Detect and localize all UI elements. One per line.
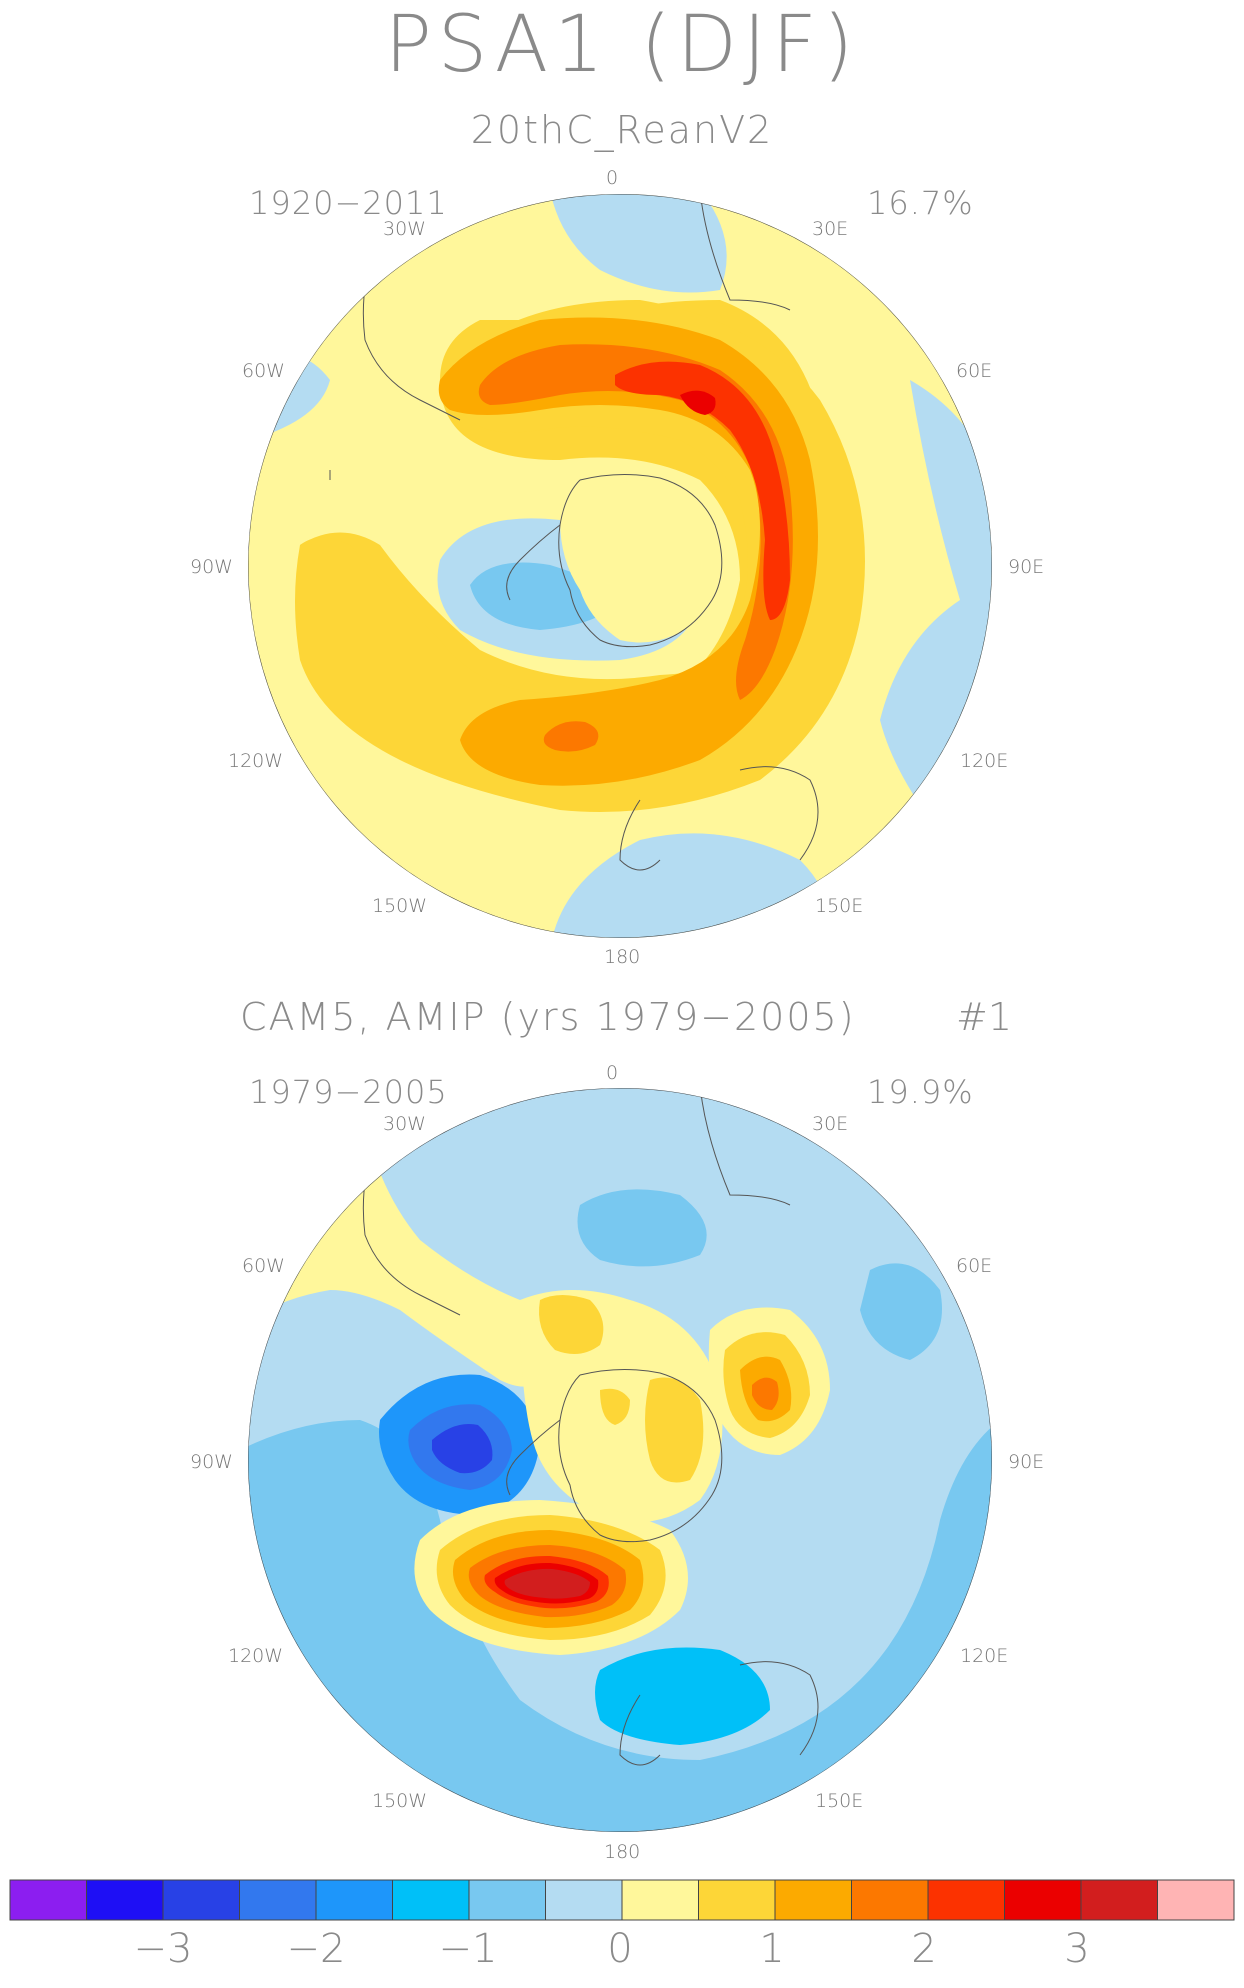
p1-lon-60w: 60W (242, 360, 285, 382)
colorbar-swatch (774, 1879, 852, 1921)
p1-lon-60e: 60E (956, 360, 993, 382)
colorbar (9, 1879, 1235, 1921)
p1-pos-level3-small (543, 721, 599, 752)
panel2-title: CAM5, AMIP (yrs 1979−2005) (240, 995, 856, 1039)
p2-lon-90w: 90W (190, 1451, 233, 1473)
p1-neg-north (550, 194, 727, 293)
p1-lon-30w: 30W (383, 218, 426, 240)
colorbar-swatch (851, 1879, 929, 1921)
colorbar-swatch (927, 1879, 1005, 1921)
colorbar-swatch (468, 1879, 546, 1921)
colorbar-swatch (86, 1879, 164, 1921)
p2-lon-60e: 60E (956, 1255, 993, 1277)
p1-pos-level4 (615, 361, 790, 620)
p2-lon-30w: 30W (383, 1113, 426, 1135)
p1-lon-150w: 150W (372, 895, 428, 917)
p2-neg-south-core (595, 1647, 770, 1745)
p1-lon-30e: 30E (812, 218, 849, 240)
p2-lon-60w: 60W (242, 1255, 285, 1277)
p2-neg-east-blob (860, 1263, 942, 1360)
colorbar-swatch (315, 1879, 393, 1921)
panel1-map (248, 194, 992, 938)
cbar-tick-3: 3 (1064, 1926, 1090, 1972)
cbar-tick-0: 0 (607, 1926, 633, 1972)
p2-lon-150w: 150W (372, 1790, 428, 1812)
p1-lon-150e: 150E (815, 895, 864, 917)
p1-lon-180: 180 (604, 946, 641, 968)
p2-lon-0: 0 (606, 1062, 619, 1084)
p2-lon-120w: 120W (228, 1645, 284, 1667)
colorbar-swatch (1157, 1879, 1235, 1921)
cbar-tick--3: −3 (133, 1926, 193, 1972)
p1-coastlines (329, 194, 819, 871)
p1-lon-120e: 120E (960, 750, 1009, 772)
p2-lon-120e: 120E (960, 1645, 1009, 1667)
p1-lon-90e: 90E (1008, 556, 1045, 578)
p2-lon-30e: 30E (812, 1113, 849, 1135)
panel2-ensemble: #1 (956, 995, 1013, 1039)
colorbar-swatch (9, 1879, 87, 1921)
p1-pos-level2 (438, 317, 818, 786)
cbar-tick--2: −2 (286, 1926, 346, 1972)
p2-pos-north-small (539, 1295, 604, 1354)
p1-lon-0: 0 (606, 167, 619, 189)
panel2-variance: 19.9% (867, 1073, 974, 1111)
p2-neg-level5 (432, 1424, 493, 1474)
colorbar-swatch (1080, 1879, 1158, 1921)
cbar-tick-2: 2 (911, 1926, 937, 1972)
p1-pos-level3 (478, 344, 793, 700)
colorbar-swatch (162, 1879, 240, 1921)
p2-neg-north-blob (577, 1189, 707, 1267)
p2-lon-150e: 150E (815, 1790, 864, 1812)
panel2-map (248, 1088, 992, 1832)
p1-lon-90w: 90W (190, 556, 233, 578)
panel1-title: 20thC_ReanV2 (470, 108, 774, 152)
colorbar-swatch (1004, 1879, 1082, 1921)
colorbar-swatch (239, 1879, 317, 1921)
p2-lon-180: 180 (604, 1841, 641, 1863)
p2-lon-90e: 90E (1008, 1451, 1045, 1473)
colorbar-swatch (545, 1879, 623, 1921)
colorbar-swatch (698, 1879, 776, 1921)
colorbar-swatch (392, 1879, 470, 1921)
p2-pos-antarctica-west (600, 1388, 630, 1425)
p2-pos-antarctica-east (645, 1377, 704, 1483)
p1-lon-120w: 120W (228, 750, 284, 772)
main-title: PSA1 (DJF) (384, 0, 860, 90)
p2-pos-east-level3 (752, 1377, 779, 1410)
p1-pos-level5 (680, 390, 716, 415)
cbar-tick--1: −1 (438, 1926, 498, 1972)
colorbar-swatch (621, 1879, 699, 1921)
panel1-variance: 16.7% (867, 184, 974, 222)
p1-antarctica-field (560, 480, 723, 643)
p2-pos-main-level6 (504, 1568, 590, 1599)
p2-coastlines (362, 1088, 819, 1766)
cbar-tick-1: 1 (759, 1926, 785, 1972)
panel1-period: 1920−2011 (249, 184, 448, 222)
panel2-period: 1979−2005 (249, 1073, 448, 1111)
